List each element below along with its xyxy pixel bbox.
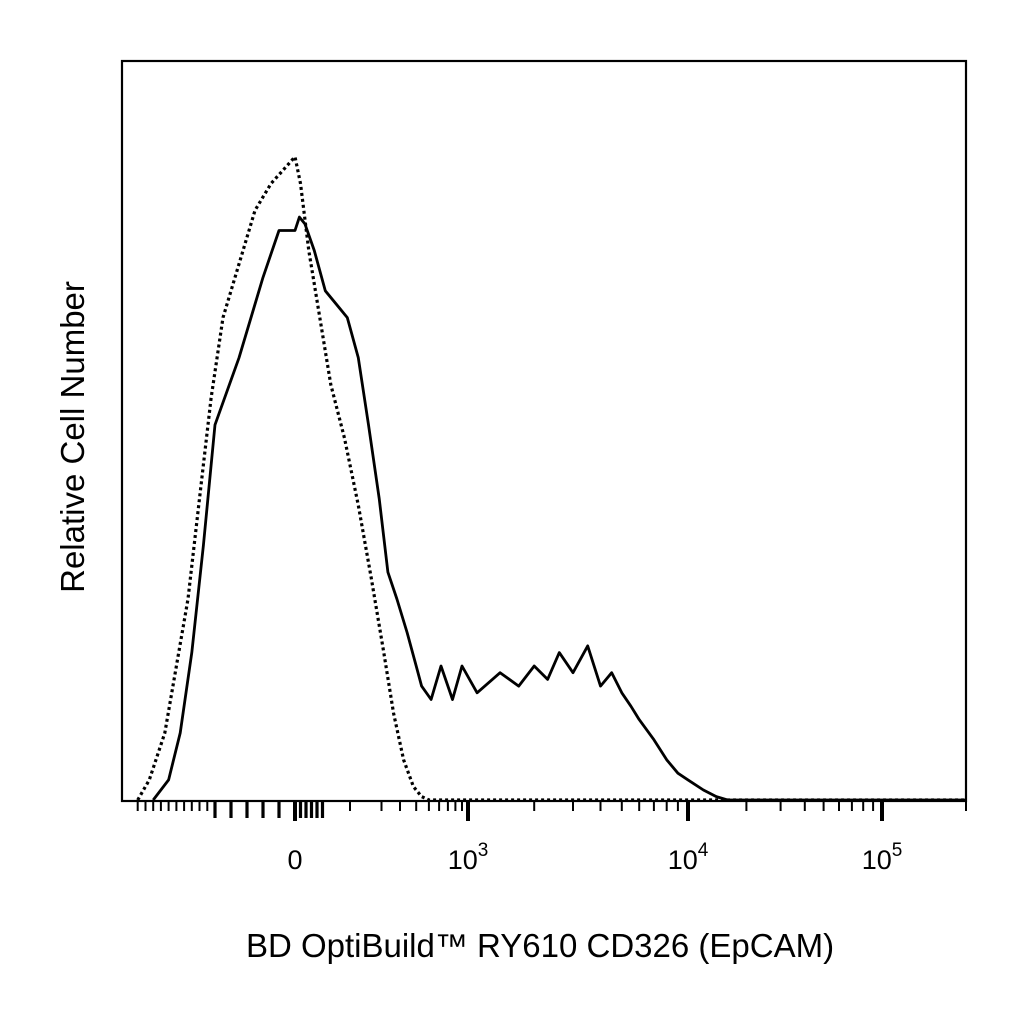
histogram-series (136, 155, 966, 802)
x-axis-ticks (136, 801, 967, 821)
series-solid-line (152, 215, 966, 802)
y-axis-title: Relative Cell Number (54, 281, 91, 593)
x-axis-title: BD OptiBuild™ RY610 CD326 (EpCAM) (246, 927, 834, 964)
x-tick-label: 0 (287, 845, 302, 875)
